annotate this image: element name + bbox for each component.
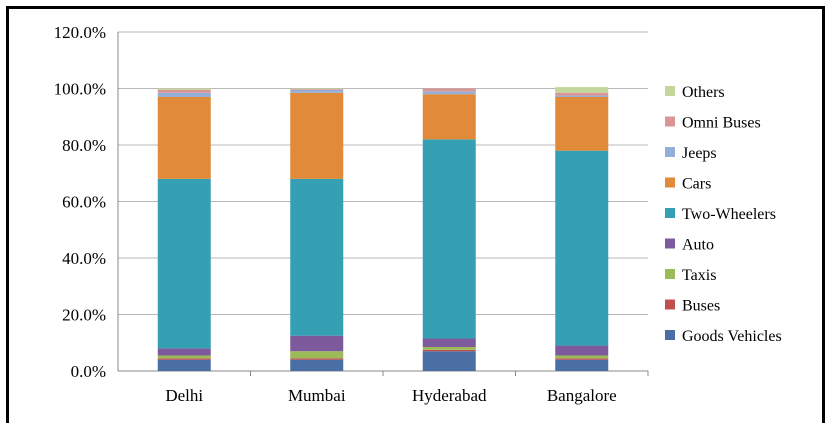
legend-label: Cars (682, 176, 711, 193)
bar-segment-goods-vehicles (555, 359, 609, 371)
bar-segment-buses (555, 358, 609, 360)
y-tick-label: 80.0% (62, 136, 106, 155)
legend-label: Two-Wheelers (682, 206, 776, 223)
x-tick-label: Hyderabad (412, 386, 487, 405)
bar-segment-others (157, 88, 211, 90)
bar-segment-cars (290, 92, 344, 179)
legend-swatch (665, 299, 675, 310)
legend-label: Others (682, 84, 725, 101)
bar-segment-cars (422, 94, 476, 140)
legend-swatch (665, 116, 675, 127)
chart-frame (6, 6, 825, 423)
legend-label: Jeeps (682, 145, 717, 162)
bar-segment-auto (157, 348, 211, 356)
x-tick-label: Bangalore (547, 386, 617, 405)
bar-segment-jeeps (555, 95, 609, 97)
bar-segment-jeeps (157, 92, 211, 97)
legend-swatch (665, 269, 675, 279)
legend-label: Omni Buses (682, 115, 761, 132)
bar-segment-two-wheelers (157, 178, 211, 349)
bar-segment-omni-buses (290, 89, 344, 90)
y-tick-label: 40.0% (62, 249, 106, 268)
legend-swatch (665, 147, 675, 157)
bar-segment-jeeps (422, 91, 476, 95)
y-tick-label: 0.0% (71, 362, 106, 381)
bar-segment-others (290, 88, 344, 90)
bar-segment-two-wheelers (555, 150, 609, 346)
bar-segment-goods-vehicles (422, 351, 476, 371)
bar-segment-omni-buses (422, 88, 476, 92)
x-tick-label: Delhi (165, 386, 203, 405)
legend-swatch (665, 238, 675, 249)
bar-segment-buses (422, 349, 476, 352)
bar-segment-taxis (422, 346, 476, 350)
legend-label: Taxis (682, 267, 716, 284)
legend-label: Goods Vehicles (682, 328, 782, 345)
bar-segment-cars (555, 96, 609, 151)
bar-segment-others (555, 87, 609, 93)
legend-swatch (665, 208, 675, 218)
bar-segment-taxis (290, 351, 344, 359)
bar-segment-buses (290, 358, 344, 360)
bar-segment-jeeps (290, 89, 344, 93)
y-tick-label: 20.0% (62, 306, 106, 325)
bar-segment-omni-buses (555, 92, 609, 96)
legend-swatch (665, 330, 675, 340)
bar-segment-buses (157, 358, 211, 360)
legend-swatch (665, 177, 675, 188)
y-tick-label: 120.0% (54, 23, 106, 42)
legend-label: Auto (682, 237, 714, 254)
bar-segment-taxis (555, 355, 609, 359)
bar-segment-auto (290, 335, 344, 352)
legend-label: Buses (682, 298, 720, 315)
bar-segment-two-wheelers (290, 178, 344, 336)
bar-segment-omni-buses (157, 89, 211, 93)
bar-segment-goods-vehicles (157, 359, 211, 371)
bar-segment-two-wheelers (422, 139, 476, 339)
y-tick-label: 100.0% (54, 80, 106, 99)
legend-swatch (665, 86, 675, 96)
bar-segment-auto (422, 338, 476, 347)
bar-segment-taxis (157, 355, 211, 359)
y-tick-label: 60.0% (62, 193, 106, 212)
bar-segment-goods-vehicles (290, 359, 344, 371)
bar-segment-cars (157, 96, 211, 179)
x-tick-label: Mumbai (288, 386, 346, 405)
bar-segment-auto (555, 345, 609, 356)
